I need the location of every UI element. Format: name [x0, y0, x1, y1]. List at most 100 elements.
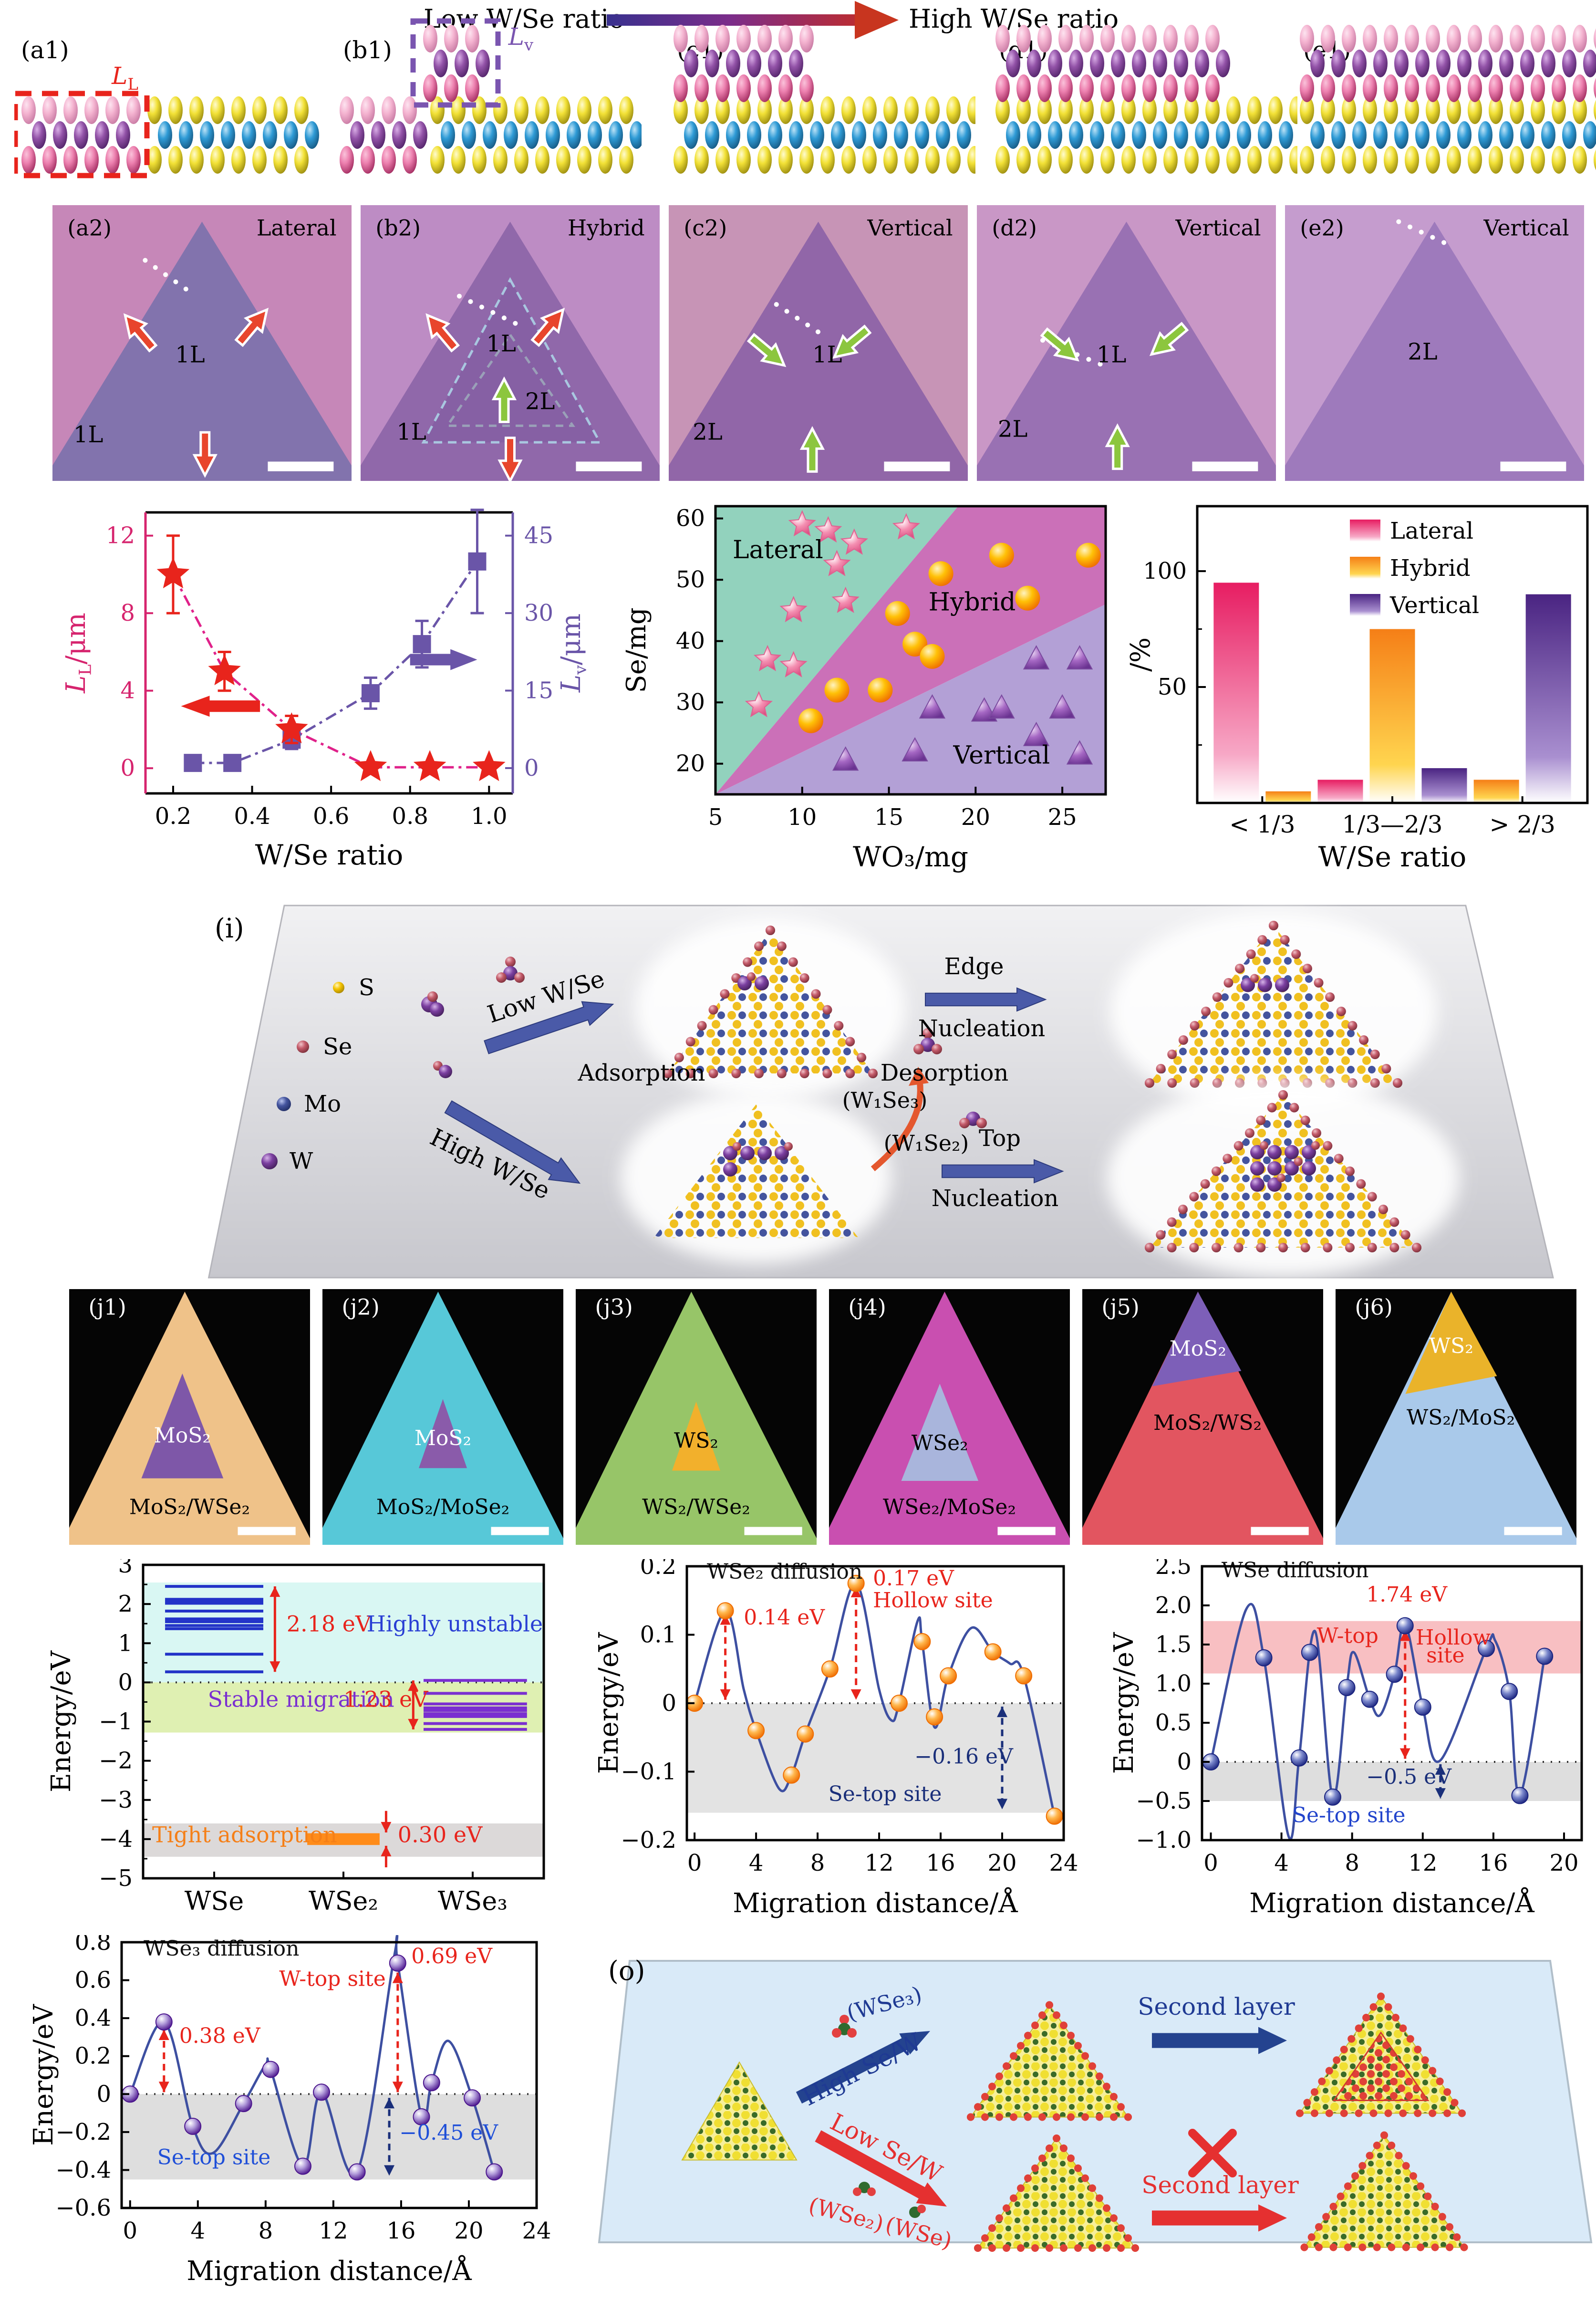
panel-j4: WSe₂ WSe₂/MoSe₂ (j4): [829, 1289, 1070, 1545]
svg-text:50: 50: [1158, 674, 1187, 700]
svg-text:4: 4: [749, 1850, 764, 1876]
svg-text:1L: 1L: [396, 418, 426, 445]
panel-j3: WS₂ WS₂/WSe₂ (j3): [576, 1289, 817, 1545]
micro-panel-a2: (a2) Lateral 1L 1L: [52, 205, 352, 481]
svg-text:0.2: 0.2: [75, 2043, 111, 2070]
svg-text:(j6): (j6): [1355, 1294, 1392, 1320]
svg-text:0.4: 0.4: [75, 2005, 111, 2031]
svg-text:−0.1: −0.1: [621, 1759, 676, 1785]
svg-text:0.38 eV: 0.38 eV: [179, 2024, 261, 2048]
svg-text:S: S: [359, 974, 374, 1001]
svg-text:(b1): (b1): [343, 36, 392, 64]
svg-text:Hollow: Hollow: [1416, 1625, 1491, 1650]
svg-text:2L: 2L: [525, 388, 555, 415]
svg-text:1: 1: [118, 1630, 133, 1656]
svg-text:−4: −4: [99, 1826, 133, 1853]
svg-text:W/Se ratio: W/Se ratio: [255, 839, 404, 871]
svg-text:Adsorption: Adsorption: [577, 1060, 705, 1086]
svg-text:16: 16: [1479, 1850, 1508, 1876]
svg-text:WS₂: WS₂: [1429, 1334, 1473, 1358]
micro-panel-d2: (d2) Vertical 1L 2L: [977, 205, 1276, 481]
svg-text:1.0: 1.0: [1155, 1670, 1192, 1697]
svg-text:Tight adsorption: Tight adsorption: [152, 1822, 337, 1847]
svg-text:W-top site: W-top site: [279, 1967, 386, 1991]
svg-text:4: 4: [191, 2218, 206, 2244]
svg-text:12: 12: [1408, 1850, 1437, 1876]
svg-text:Vertical: Vertical: [1483, 215, 1569, 241]
svg-text:16: 16: [386, 2218, 415, 2244]
panel-j1: MoS₂ MoS₂/WSe₂ (j1): [69, 1289, 310, 1545]
svg-text:Second layer: Second layer: [1138, 1993, 1295, 2020]
svg-text:Hybrid: Hybrid: [1390, 555, 1471, 582]
svg-text:Energy/eV: Energy/eV: [46, 1650, 77, 1792]
svg-text:WO₃/mg: WO₃/mg: [853, 841, 968, 873]
svg-text:40: 40: [676, 628, 705, 655]
svg-text:12: 12: [865, 1850, 894, 1876]
svg-text:0: 0: [524, 755, 539, 781]
svg-text:Migration distance/Å: Migration distance/Å: [187, 2255, 472, 2287]
svg-text:(W₁Se₂): (W₁Se₂): [884, 1130, 969, 1156]
svg-text:Se-top site: Se-top site: [157, 2145, 271, 2169]
svg-text:Hybrid: Hybrid: [568, 215, 645, 241]
svg-text:Energy/eV: Energy/eV: [594, 1632, 624, 1774]
panel-a1: (a1) LL: [14, 17, 320, 215]
svg-text:WSe₃: WSe₃: [438, 1886, 508, 1916]
svg-text:−3: −3: [99, 1787, 133, 1813]
svg-text:−1: −1: [99, 1708, 133, 1735]
svg-text:0: 0: [118, 1669, 133, 1696]
svg-text:Vertical: Vertical: [867, 215, 953, 241]
svg-text:Energy/eV: Energy/eV: [1109, 1632, 1140, 1774]
svg-text:WS₂/MoS₂: WS₂/MoS₂: [1407, 1406, 1515, 1430]
svg-text:−0.2: −0.2: [621, 1827, 676, 1853]
svg-text:Hollow site: Hollow site: [873, 1588, 993, 1613]
scale-bar: [744, 1527, 802, 1535]
svg-text:WSe₂: WSe₂: [309, 1886, 378, 1916]
svg-text:Lateral: Lateral: [733, 536, 823, 564]
svg-text:−0.5 eV: −0.5 eV: [1366, 1765, 1452, 1789]
chart-f: 0.2 0.4 0.6 0.8 1.0 0 4 8 12 0 15 30 45 LL/μm Lv/μm W/S…: [62, 499, 596, 886]
svg-text:1.5: 1.5: [1155, 1631, 1192, 1658]
svg-text:MoS₂: MoS₂: [154, 1424, 211, 1448]
panel-b1: (b1) Lv: [336, 17, 642, 215]
scale-bar: [576, 461, 642, 471]
panel-e1: (e1): [1296, 17, 1596, 215]
svg-text:16: 16: [926, 1850, 955, 1876]
svg-text:0.5: 0.5: [1155, 1709, 1192, 1736]
svg-text:45: 45: [524, 522, 553, 549]
svg-text:−0.5: −0.5: [1136, 1788, 1192, 1814]
svg-text:(W₁Se₃): (W₁Se₃): [842, 1087, 928, 1113]
svg-text:Vertical: Vertical: [1389, 592, 1479, 619]
svg-text:0.2: 0.2: [640, 1559, 676, 1580]
svg-text:100: 100: [1143, 558, 1187, 584]
svg-text:Top: Top: [979, 1125, 1021, 1152]
svg-text:Energy/eV: Energy/eV: [29, 2004, 59, 2146]
svg-text:8: 8: [259, 2218, 273, 2244]
svg-text:−0.2: −0.2: [55, 2119, 111, 2145]
svg-text:0.8: 0.8: [75, 1935, 111, 1956]
svg-text:(c2): (c2): [684, 215, 727, 241]
svg-text:−0.16 eV: −0.16 eV: [914, 1744, 1014, 1769]
svg-text:0.1: 0.1: [640, 1622, 676, 1648]
svg-text:Vertical: Vertical: [953, 741, 1050, 770]
svg-text:Vertical: Vertical: [1175, 215, 1261, 241]
micro-panel-c2: (c2) Vertical 1L 2L: [669, 205, 968, 481]
svg-text:0.17 eV: 0.17 eV: [873, 1566, 954, 1591]
svg-text:Edge: Edge: [944, 953, 1004, 980]
chart-l: WSe₂ diffusion 0.14 eV 0.17 eV Hollow site −…: [594, 1559, 1078, 1933]
svg-text:24: 24: [1049, 1850, 1078, 1876]
svg-text:WS₂: WS₂: [674, 1428, 718, 1453]
scale-bar: [1251, 1527, 1309, 1535]
svg-text:(d2): (d2): [992, 215, 1037, 241]
svg-text:2.0: 2.0: [1155, 1592, 1192, 1619]
panel-j6: WS₂ WS₂/MoS₂ (j6): [1336, 1289, 1576, 1545]
svg-text:−1.0: −1.0: [1136, 1827, 1192, 1853]
svg-text:(i): (i): [215, 913, 244, 944]
svg-text:Nucleation: Nucleation: [918, 1015, 1046, 1042]
scale-bar: [884, 461, 950, 471]
svg-text:3: 3: [118, 1559, 133, 1578]
panel-i: S Se Mo W (i) Low W/Se High W/Se Adsorption Deso…: [181, 902, 1555, 1283]
scale-bar: [1500, 461, 1566, 471]
svg-text:0.69 eV: 0.69 eV: [411, 1944, 493, 1968]
svg-text:site: site: [1426, 1644, 1464, 1668]
svg-text:Hybrid: Hybrid: [929, 588, 1016, 616]
